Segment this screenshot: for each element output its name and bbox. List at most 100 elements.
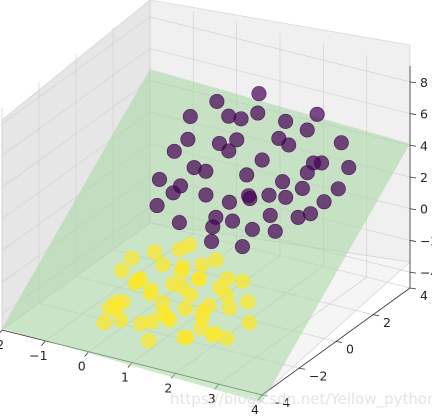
x-tick-label: −2 (0, 337, 4, 352)
data-point (221, 194, 237, 210)
data-point (205, 219, 221, 235)
data-point (149, 198, 165, 214)
data-point (250, 105, 266, 121)
z-tick-label: 4 (420, 138, 428, 153)
data-point (221, 143, 237, 159)
data-point (333, 135, 349, 151)
data-point (166, 143, 182, 159)
data-point (201, 297, 217, 313)
data-point (155, 257, 171, 273)
data-point (194, 257, 210, 273)
z-tick-mark (409, 271, 417, 274)
data-point (180, 131, 196, 147)
data-point (195, 310, 211, 326)
data-point (341, 160, 357, 176)
data-point (144, 314, 160, 330)
data-point (171, 241, 187, 257)
data-point (262, 207, 278, 223)
data-point (225, 213, 241, 229)
x-tick-label: −1 (29, 348, 47, 363)
data-point (240, 294, 256, 310)
y-tick-mark (298, 367, 306, 370)
data-point (302, 206, 318, 222)
data-point (204, 327, 220, 343)
data-point (173, 264, 189, 280)
data-point (234, 239, 250, 255)
data-point (204, 234, 220, 250)
x-tick-label: 1 (121, 370, 129, 385)
data-point (198, 187, 214, 203)
z-tick-label: 0 (420, 202, 428, 217)
data-point (191, 270, 207, 286)
data-point (208, 252, 224, 268)
grid-line (1, 48, 411, 156)
data-point (221, 108, 237, 124)
data-point (219, 330, 235, 346)
x-tick-label: 2 (164, 380, 172, 395)
z-tick-label: 8 (420, 75, 428, 90)
data-point (309, 106, 325, 122)
z-tick-label: 2 (420, 170, 428, 185)
data-point (239, 167, 255, 183)
data-point (141, 333, 157, 349)
data-point (299, 122, 315, 138)
z-tick-label: −2 (420, 233, 432, 248)
data-point (294, 180, 310, 196)
z-tick-mark (409, 113, 417, 115)
data-point (244, 221, 260, 237)
x-tick-label: 4 (251, 402, 259, 417)
data-point (278, 189, 294, 205)
x-tick-mark (0, 329, 3, 334)
data-point (316, 194, 332, 210)
z-tick-label: 6 (420, 107, 428, 122)
y-tick-label: −2 (309, 368, 327, 383)
watermark-text: https://blog.csdn.net/Yellow_python (170, 390, 432, 409)
data-point (186, 160, 202, 176)
data-point (182, 109, 198, 125)
data-point (177, 301, 193, 317)
x-tick-mark (41, 340, 46, 347)
y-tick-mark (409, 287, 417, 290)
data-point (114, 263, 130, 279)
data-point (275, 174, 291, 190)
y-axis-line (261, 287, 411, 396)
data-point (330, 181, 346, 197)
y-tick-label: 2 (383, 315, 391, 330)
z-tick-mark (409, 144, 417, 147)
data-point (143, 282, 159, 298)
data-point (155, 295, 171, 311)
tick-labels: −2 −1 0 1 2 3 4 −4 −2 0 2 4 −4 −2 0 2 4 6 8 (0, 75, 432, 417)
z-tick-mark (409, 240, 417, 242)
data-point (261, 187, 277, 203)
data-point (124, 250, 140, 266)
data-point (222, 300, 238, 316)
data-point (179, 329, 195, 345)
grid-line (1, 16, 411, 125)
data-point (229, 132, 245, 148)
data-point (251, 86, 267, 102)
data-point (183, 287, 199, 303)
data-point (235, 273, 251, 289)
z-tick-mark (409, 208, 417, 211)
data-point (219, 271, 235, 287)
data-point (132, 271, 148, 287)
y-tick-mark (372, 314, 380, 317)
data-point (241, 315, 257, 331)
x-tick-label: 0 (78, 359, 86, 374)
z-tick-mark (409, 81, 417, 84)
data-point (267, 223, 283, 239)
y-tick-mark (335, 341, 343, 343)
z-tick-label: −4 (420, 265, 432, 280)
data-point (159, 308, 175, 324)
data-point (165, 185, 181, 201)
data-point (219, 288, 235, 304)
data-point (171, 215, 187, 231)
data-point (254, 152, 270, 168)
data-point (278, 113, 294, 129)
x-tick-label: 3 (208, 391, 216, 406)
data-point (241, 188, 257, 204)
data-point (209, 93, 225, 109)
data-point (108, 301, 124, 317)
data-point (147, 244, 163, 260)
